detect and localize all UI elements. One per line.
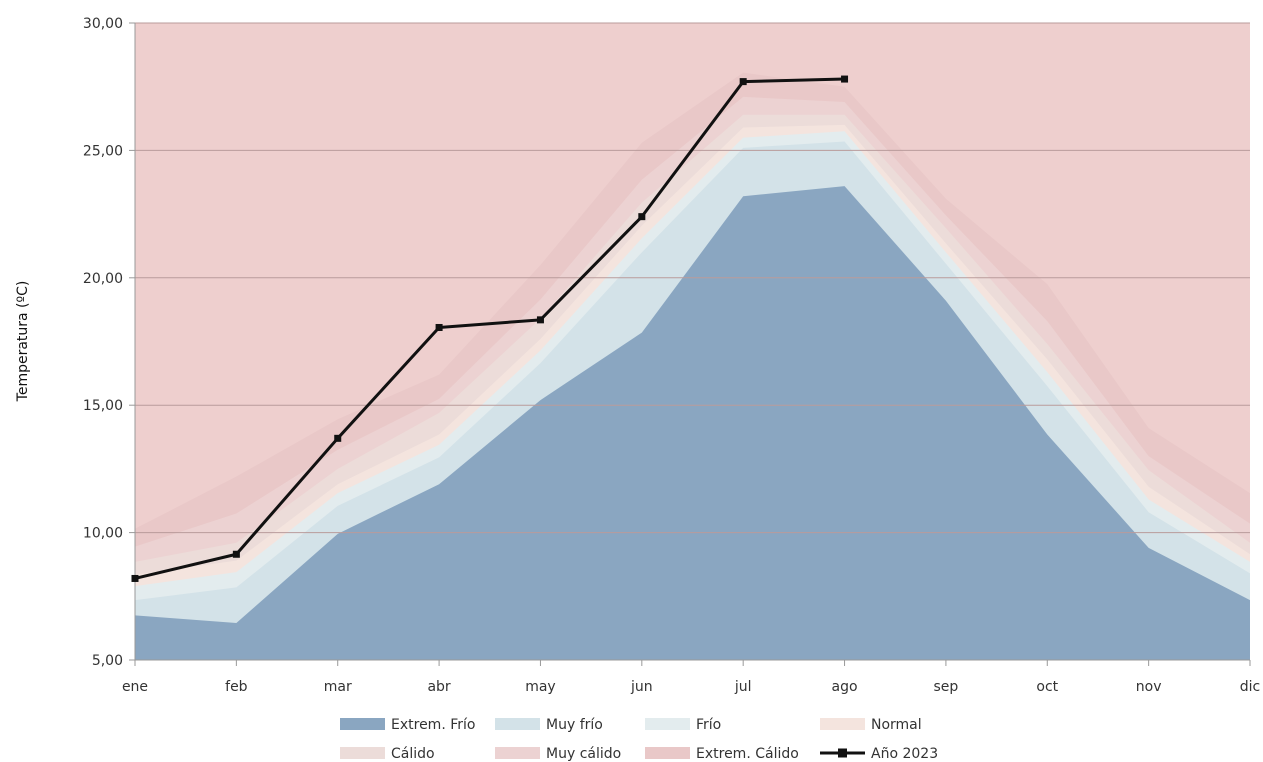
series-line-path bbox=[134, 77, 845, 580]
legend-swatch bbox=[340, 747, 385, 759]
x-tick-label: jun bbox=[630, 679, 653, 695]
series-point bbox=[435, 323, 443, 331]
legend-label: Normal bbox=[871, 717, 922, 733]
series-point bbox=[739, 78, 747, 86]
x-tick-label: ago bbox=[832, 679, 858, 695]
legend-swatch bbox=[495, 747, 540, 759]
x-tick-label: oct bbox=[1036, 679, 1058, 695]
x-tick-label: feb bbox=[225, 679, 248, 695]
legend-marker bbox=[838, 748, 847, 758]
legend-swatch bbox=[495, 718, 540, 730]
series-point bbox=[841, 75, 849, 83]
y-tick-label: 25,00 bbox=[83, 143, 123, 159]
series-point bbox=[536, 316, 544, 324]
legend-label: Extrem. Cálido bbox=[696, 746, 799, 762]
y-tick-label: 30,00 bbox=[83, 16, 123, 32]
x-tick-label: may bbox=[525, 679, 556, 695]
legend-swatch bbox=[645, 747, 690, 759]
y-tick-label: 10,00 bbox=[83, 526, 123, 542]
series-point bbox=[334, 434, 342, 442]
y-tick-label: 5,00 bbox=[92, 653, 123, 669]
y-tick-label: 15,00 bbox=[83, 398, 123, 414]
x-tick-label: nov bbox=[1136, 679, 1162, 695]
legend-label: Muy frío bbox=[546, 717, 603, 733]
legend-swatch bbox=[340, 718, 385, 730]
x-tick-label: sep bbox=[934, 679, 959, 695]
legend-label: Extrem. Frío bbox=[391, 717, 475, 733]
legend-swatch bbox=[820, 718, 865, 730]
x-tick-label: ene bbox=[122, 679, 148, 695]
series-point bbox=[131, 574, 139, 582]
axes: 5,00 10,00 15,00 20,00 25,00 30,00 ene feb mar ab… bbox=[83, 16, 1260, 695]
x-tick-label: dic bbox=[1240, 679, 1260, 695]
legend-label: Muy cálido bbox=[546, 746, 621, 762]
x-tick-label: mar bbox=[324, 679, 352, 695]
legend-label: Cálido bbox=[391, 746, 435, 762]
x-tick-label: abr bbox=[427, 679, 450, 695]
x-tick-label: jul bbox=[734, 679, 752, 695]
legend-label: Frío bbox=[696, 717, 721, 733]
band-areas bbox=[135, 23, 1250, 661]
legend-swatch bbox=[645, 718, 690, 730]
y-axis-title: Temperatura (ºC) bbox=[15, 281, 31, 403]
y-tick-label: 20,00 bbox=[83, 271, 123, 287]
legend-label: Año 2023 bbox=[871, 746, 938, 762]
series-line bbox=[131, 75, 849, 582]
band-extrem-fr-o bbox=[135, 186, 1250, 660]
series-point bbox=[232, 550, 240, 558]
legend: Extrem. Frío Muy frío Frío Normal Cálido Muy … bbox=[340, 717, 938, 762]
series-point bbox=[638, 213, 646, 221]
